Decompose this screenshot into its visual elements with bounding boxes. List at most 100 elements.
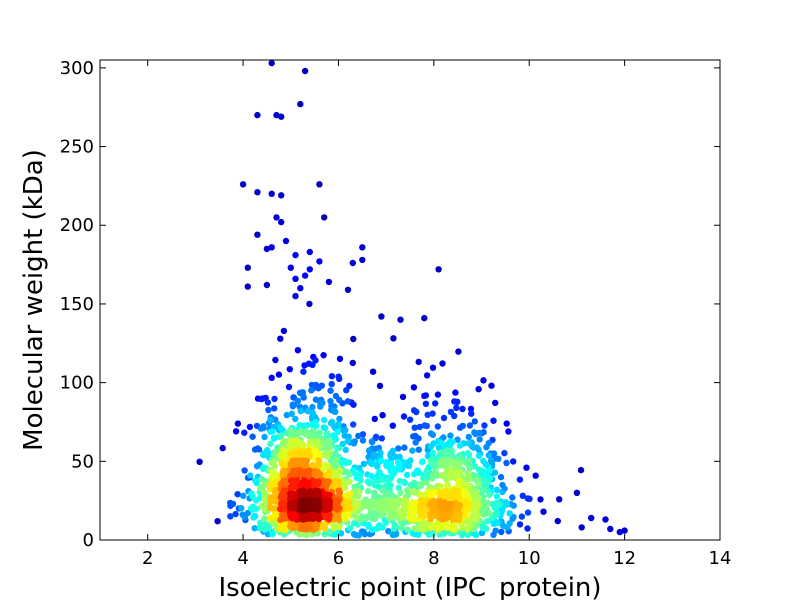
data-point	[326, 511, 333, 519]
data-point	[503, 500, 511, 508]
data-point	[229, 500, 237, 508]
data-point	[315, 385, 322, 392]
data-point	[537, 496, 544, 503]
data-point	[273, 214, 280, 221]
data-point	[339, 440, 346, 448]
data-point	[320, 416, 328, 424]
data-point	[473, 444, 480, 451]
x-tick-label: 4	[237, 548, 248, 569]
data-point	[312, 514, 319, 521]
data-point	[269, 428, 276, 435]
data-point	[238, 505, 245, 512]
data-point	[356, 471, 363, 478]
data-point	[399, 393, 407, 401]
data-point	[330, 407, 337, 414]
data-point	[301, 67, 309, 75]
data-point	[369, 526, 376, 533]
data-point	[300, 477, 308, 484]
data-point	[334, 423, 342, 430]
data-point	[254, 189, 261, 196]
data-point	[441, 514, 448, 521]
data-point	[294, 347, 302, 354]
data-point	[290, 394, 297, 401]
data-point	[290, 401, 298, 408]
data-point	[342, 446, 349, 454]
data-point	[432, 400, 439, 407]
data-point	[501, 449, 508, 457]
data-point	[468, 487, 475, 495]
data-point	[309, 403, 316, 411]
data-point	[343, 387, 350, 394]
data-point	[251, 446, 259, 453]
data-point	[409, 447, 416, 454]
data-point	[305, 502, 313, 509]
data-point	[334, 500, 341, 507]
data-point	[344, 398, 351, 405]
data-point	[385, 484, 392, 491]
data-point	[360, 528, 367, 536]
data-point	[481, 422, 488, 429]
data-point	[335, 373, 342, 380]
data-point	[336, 466, 344, 474]
data-point	[327, 397, 334, 405]
data-point	[268, 374, 275, 381]
data-point	[439, 360, 446, 367]
data-point	[397, 316, 404, 323]
x-tick-label: 8	[428, 548, 439, 569]
data-point	[356, 488, 363, 495]
data-point	[382, 519, 389, 526]
data-point	[283, 411, 290, 419]
data-point	[297, 407, 304, 415]
data-point	[359, 256, 366, 264]
data-point	[349, 359, 356, 367]
data-point	[442, 488, 450, 495]
data-point	[359, 244, 366, 251]
data-point	[280, 478, 287, 485]
data-point	[273, 111, 280, 119]
data-point	[326, 443, 334, 451]
data-point	[227, 513, 234, 520]
data-point	[476, 436, 483, 443]
data-point	[389, 422, 396, 429]
x-tick-label: 14	[709, 548, 732, 569]
data-point	[335, 444, 343, 452]
data-point	[431, 471, 439, 478]
data-points	[196, 59, 628, 539]
data-point	[434, 423, 441, 430]
data-point	[324, 505, 331, 512]
x-axis-title: Isoelectric point (IPC_protein)	[218, 573, 601, 600]
data-point	[344, 286, 352, 293]
data-point	[259, 465, 267, 473]
data-point	[486, 467, 493, 474]
data-point	[306, 266, 313, 273]
data-point	[588, 514, 595, 522]
data-point	[444, 450, 451, 458]
data-point	[465, 440, 472, 447]
data-point	[336, 415, 343, 423]
data-point	[300, 368, 307, 375]
data-point	[354, 493, 362, 500]
data-point	[406, 416, 414, 423]
data-point	[344, 491, 351, 498]
data-point	[447, 473, 454, 480]
y-tick-label: 0	[83, 530, 94, 551]
data-point	[241, 429, 248, 436]
data-point	[396, 477, 404, 485]
data-point	[415, 358, 422, 366]
data-point	[336, 505, 343, 512]
data-point	[277, 452, 284, 459]
data-point	[350, 467, 357, 474]
data-point	[247, 472, 254, 479]
data-point	[424, 452, 432, 460]
data-point	[261, 501, 268, 509]
data-point	[475, 386, 482, 393]
data-point	[524, 509, 532, 516]
data-point	[395, 445, 402, 452]
data-point	[439, 506, 447, 513]
data-point	[410, 487, 418, 495]
data-point	[414, 467, 421, 474]
data-point	[421, 314, 428, 322]
data-point	[301, 362, 308, 369]
data-point	[305, 479, 312, 487]
y-axis-ticks: 0 50 100 150 200 250 300	[60, 58, 720, 551]
